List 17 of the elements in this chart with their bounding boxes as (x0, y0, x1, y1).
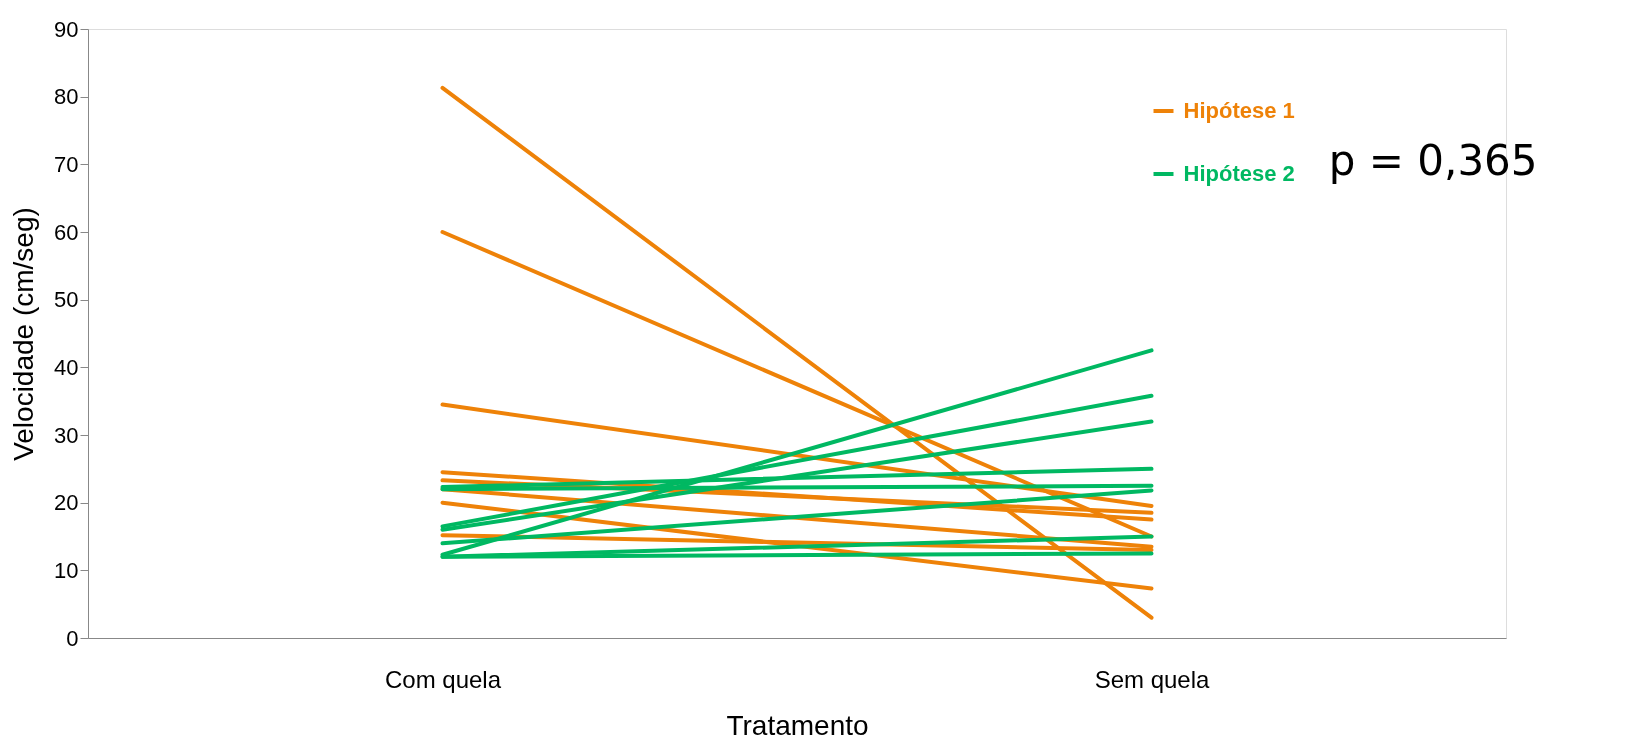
y-axis-title: Velocidade (cm/seg) (8, 207, 40, 461)
y-tick-label: 40 (54, 354, 79, 380)
annotation: p = 0,365 (1328, 136, 1538, 185)
y-tick-label: 30 (54, 422, 79, 448)
y-tick-label: 10 (54, 557, 79, 583)
y-tick-label: 20 (54, 490, 79, 516)
legend-label: Hipótese 2 (1183, 161, 1295, 186)
y-tick-label: 80 (54, 84, 79, 110)
y-tick-label: 70 (54, 151, 79, 177)
x-tick-label: Com quela (384, 665, 502, 693)
y-tick-label: 50 (54, 287, 79, 313)
y-tick-label: 60 (54, 219, 79, 245)
x-tick-label: Sem quela (1094, 665, 1211, 693)
y-tick-label: 0 (66, 625, 79, 651)
x-axis-title: Tratamento (726, 709, 869, 741)
legend-label: Hipótese 1 (1183, 98, 1295, 123)
y-tick-label: 90 (54, 16, 79, 42)
